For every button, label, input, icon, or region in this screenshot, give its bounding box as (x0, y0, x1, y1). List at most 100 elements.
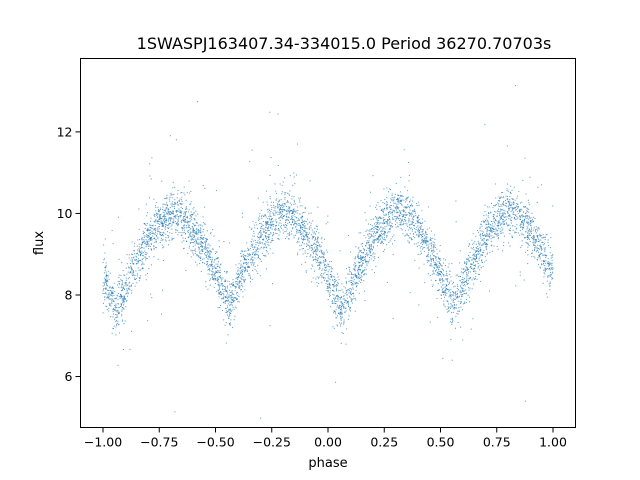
data-point (240, 271, 242, 273)
data-point (396, 206, 398, 208)
data-point (130, 265, 132, 267)
data-point (511, 216, 513, 218)
data-point (497, 208, 499, 210)
data-point (516, 206, 518, 208)
data-point (212, 274, 214, 276)
data-point (408, 241, 410, 243)
data-point (189, 242, 191, 244)
data-point (194, 248, 196, 250)
data-point (172, 221, 174, 223)
data-point (308, 240, 310, 242)
data-point (445, 288, 447, 290)
data-point (520, 246, 522, 248)
data-point (202, 243, 204, 245)
data-point (425, 241, 427, 243)
data-point (446, 272, 448, 274)
data-point (284, 231, 286, 233)
data-point (175, 229, 177, 231)
data-point (106, 283, 108, 285)
data-point (137, 273, 139, 275)
data-point (491, 228, 493, 230)
data-point (512, 203, 514, 205)
data-point (118, 258, 120, 260)
data-point (132, 263, 134, 265)
data-point (238, 285, 240, 287)
data-point (268, 216, 270, 218)
data-point (366, 265, 368, 267)
data-point (364, 258, 366, 260)
data-point (472, 262, 474, 264)
data-point (497, 215, 499, 217)
data-point (195, 215, 197, 217)
data-point (531, 212, 533, 214)
data-point (350, 281, 352, 283)
data-point (192, 230, 194, 232)
data-point (416, 216, 418, 218)
data-point (480, 267, 482, 269)
data-point (145, 246, 147, 248)
data-point (476, 278, 478, 280)
data-point (472, 257, 474, 259)
data-point (224, 270, 226, 272)
data-point (233, 319, 235, 321)
data-point (171, 203, 173, 205)
data-point (549, 285, 551, 287)
data-point (380, 222, 382, 224)
data-point (365, 261, 366, 263)
data-point (115, 317, 117, 319)
data-point (159, 223, 161, 225)
data-point (363, 270, 365, 272)
data-point (154, 228, 156, 230)
data-point (117, 280, 119, 282)
data-point (405, 234, 407, 236)
data-point (524, 213, 526, 214)
data-point (501, 215, 503, 217)
data-point (532, 236, 534, 238)
data-point (498, 205, 500, 207)
data-point (392, 205, 394, 207)
data-point (430, 242, 432, 244)
data-point (523, 221, 525, 223)
data-point (504, 223, 506, 225)
data-point (508, 214, 510, 216)
data-point (340, 342, 342, 344)
data-point (484, 211, 486, 213)
data-point (322, 253, 324, 255)
data-point (206, 239, 208, 241)
data-point (124, 298, 126, 300)
data-point (231, 290, 233, 292)
data-point (395, 217, 397, 219)
data-point (303, 238, 305, 240)
data-point (510, 185, 512, 187)
data-point (498, 237, 500, 239)
data-point (240, 269, 242, 271)
data-point (369, 233, 371, 235)
data-point (482, 254, 484, 256)
data-point (195, 222, 197, 224)
data-point (355, 246, 357, 248)
data-point (115, 310, 117, 312)
data-point (287, 206, 289, 208)
data-point (388, 214, 390, 216)
data-point (141, 255, 143, 257)
data-point (298, 230, 300, 232)
data-point (335, 381, 337, 383)
data-point (168, 244, 170, 246)
data-point (515, 85, 517, 87)
data-point (509, 230, 511, 232)
data-point (184, 212, 186, 214)
data-point (458, 295, 460, 297)
data-point (464, 281, 466, 283)
data-point (231, 327, 233, 329)
data-point (180, 210, 182, 212)
data-point (124, 298, 126, 300)
data-point (143, 232, 145, 234)
data-point (342, 333, 344, 335)
data-point (233, 297, 235, 299)
data-point (379, 238, 381, 240)
data-point (523, 234, 525, 236)
data-point (193, 237, 195, 239)
data-point (489, 251, 491, 253)
data-point (115, 297, 117, 299)
data-point (519, 210, 521, 212)
